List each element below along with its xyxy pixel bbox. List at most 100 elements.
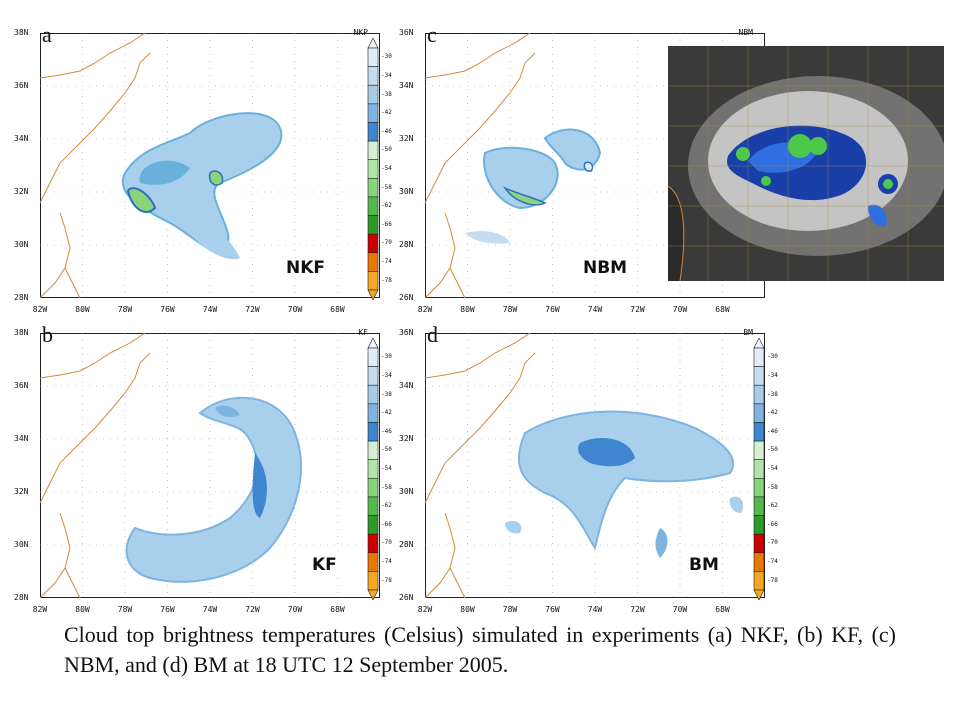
colorbar-segment (753, 347, 765, 367)
colorbar-arrow (753, 337, 765, 349)
colorbar-segment (753, 496, 765, 516)
experiment-label: NKF (284, 258, 328, 278)
latitude-label: 32N (14, 187, 29, 196)
colorbar-label: -58 (381, 183, 392, 191)
colorbar-segment (367, 271, 379, 291)
panel-letter: d (427, 322, 438, 347)
longitude-label: 78W (117, 605, 133, 614)
longitude-label: 74W (587, 305, 603, 314)
longitude-label: 68W (330, 305, 345, 314)
longitude-label: 78W (502, 605, 518, 614)
colorbar-label: -54 (767, 465, 778, 472)
colorbar-label: -54 (381, 465, 392, 472)
colorbar-arrow (367, 337, 379, 349)
latitude-label: 34N (399, 381, 414, 390)
experiment-tag: BM (743, 328, 753, 337)
colorbar-segment (367, 571, 379, 591)
colorbar-label: -74 (381, 558, 392, 566)
latitude-label: 26N (399, 593, 414, 602)
colorbar-segment (753, 366, 765, 386)
colorbar-label: -34 (381, 71, 392, 79)
colorbar-segment (367, 103, 379, 123)
panel-letter: a (42, 22, 52, 47)
colorbar-right: -30 -34 -38 -42 -46 -50 -54 -58 -62 -66 -70 -74 -78 (752, 337, 782, 601)
longitude-label: 72W (630, 605, 645, 614)
colorbar-label: -70 (381, 539, 392, 547)
colorbar-segment (753, 403, 765, 423)
longitude-label: 72W (245, 305, 260, 314)
colorbar-segment (367, 403, 379, 423)
latitude-label: 32N (399, 134, 414, 143)
colorbar-segment (367, 552, 379, 572)
colorbar-segment (367, 515, 379, 535)
colorbar-label: -50 (767, 446, 778, 454)
longitude-label: 68W (330, 605, 345, 614)
longitude-label: 76W (545, 605, 560, 614)
colorbar-label: -30 (381, 353, 392, 361)
colorbar-segment (367, 496, 379, 516)
colorbar-segment (753, 515, 765, 535)
latitude-label: 38N (14, 28, 29, 37)
colorbar-top: -30 -34 -38 -42 -46 -50 -54 -58 -62 -66 -70 -74 -78 (366, 37, 396, 301)
colorbar-segment (367, 84, 379, 105)
map-plot-a (40, 33, 380, 298)
colorbar-label: -66 (381, 520, 392, 528)
experiment-label: KF (310, 555, 339, 575)
cloud-field-d (505, 410, 744, 558)
colorbar-label: -30 (767, 353, 778, 361)
longitude-label: 74W (202, 605, 218, 614)
colorbar-label: -54 (381, 165, 392, 172)
colorbar-label: -38 (381, 390, 392, 398)
colorbar-arrow (753, 589, 765, 601)
latitude-label: 38N (14, 328, 29, 337)
colorbar-segment (367, 347, 379, 367)
longitude-label: 78W (117, 305, 133, 314)
colorbar-label: -58 (381, 483, 392, 491)
colorbar-label: -34 (767, 371, 778, 379)
colorbar-label: -50 (381, 146, 392, 154)
colorbar-label: -70 (767, 539, 778, 547)
colorbar-label: -78 (381, 576, 392, 584)
colorbar-label: -66 (767, 520, 778, 528)
longitude-label: 82W (417, 605, 433, 614)
colorbar-segment (367, 459, 379, 479)
colorbar-segment (367, 366, 379, 386)
colorbar-label: -62 (767, 502, 778, 510)
coastline (425, 333, 536, 598)
longitude-label: 80W (460, 605, 475, 614)
longitude-label: 74W (202, 305, 218, 314)
latitude-label: 34N (399, 81, 414, 90)
colorbar-segment (367, 178, 379, 198)
colorbar-label: -38 (767, 390, 778, 398)
panel-letter: c (427, 22, 437, 47)
colorbar-label: -62 (381, 202, 392, 210)
colorbar-segment (367, 233, 379, 254)
longitude-label: 68W (715, 305, 730, 314)
panel-a: a NKP NKF 38N 36N 34N 32N 30N 28N 82W 80W 78W 76… (14, 22, 380, 314)
longitude-label: 72W (630, 305, 645, 314)
colorbar-label: -42 (767, 409, 778, 417)
longitude-label: 74W (587, 605, 603, 614)
experiment-tag: KF (358, 328, 368, 337)
latitude-label: 36N (14, 381, 29, 390)
colorbar-label: -78 (767, 576, 778, 584)
experiment-label: BM (687, 555, 721, 575)
cloud-field-c (465, 128, 602, 244)
latitude-label: 30N (14, 540, 29, 549)
latitude-label: 26N (399, 293, 414, 302)
colorbar-label: -38 (381, 90, 392, 98)
colorbar-segment (367, 478, 379, 498)
colorbar-label: -70 (381, 239, 392, 247)
latitude-label: 36N (14, 81, 29, 90)
longitude-label: 80W (75, 605, 90, 614)
colorbar-segment (367, 196, 379, 216)
longitude-label: 80W (460, 305, 475, 314)
colorbar-label: -58 (767, 483, 778, 491)
figure-caption: Cloud top brightness temperatures (Celsi… (64, 622, 896, 677)
colorbar-segment (753, 533, 765, 554)
latitude-label: 28N (14, 293, 29, 302)
colorbar-segment (367, 533, 379, 554)
colorbar-bottom: -30 -34 -38 -42 -46 -50 -54 -58 -62 -66 -70 -74 -78 (366, 337, 396, 601)
colorbar-label: -74 (767, 558, 778, 566)
latitude-label: 34N (14, 434, 29, 443)
